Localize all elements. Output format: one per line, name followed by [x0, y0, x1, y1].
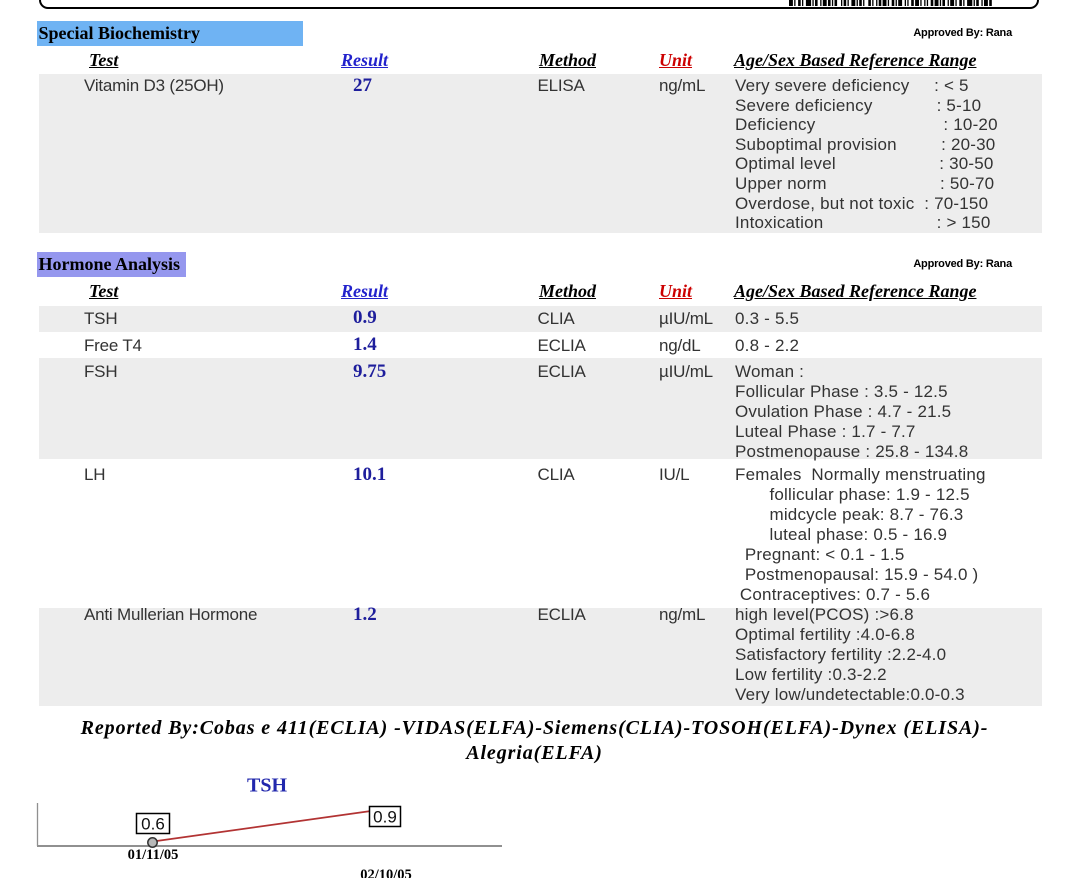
svg-text:01/11/05: 01/11/05	[128, 847, 179, 863]
svg-text:0.6: 0.6	[141, 815, 165, 834]
svg-text:0.9: 0.9	[373, 808, 397, 827]
svg-text:02/10/05: 02/10/05	[360, 867, 412, 878]
svg-text:TSH: TSH	[247, 775, 287, 797]
